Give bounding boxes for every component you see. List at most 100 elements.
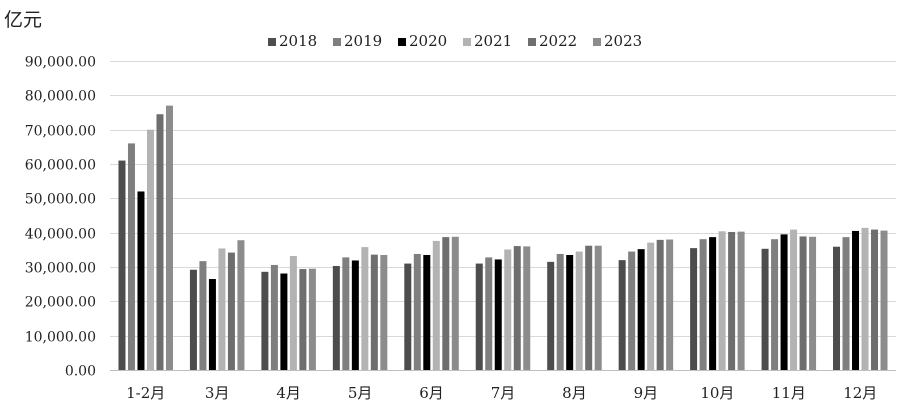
bar-2022-1 <box>227 252 235 370</box>
x-tick-label: 10月 <box>700 384 734 402</box>
bar-2018-5 <box>475 263 483 370</box>
bar-2019-6 <box>556 253 564 370</box>
bar-2023-5 <box>523 246 531 370</box>
y-tick-label: 90,000.00 <box>25 55 96 71</box>
bar-2018-1 <box>189 269 197 370</box>
bar-2018-3 <box>332 265 340 370</box>
bar-2022-7 <box>656 239 664 370</box>
bar-2023-7 <box>666 239 674 370</box>
bar-2022-6 <box>585 245 593 370</box>
legend-swatch-2018 <box>268 38 276 46</box>
bar-2019-1 <box>199 261 207 370</box>
x-tick-label: 11月 <box>772 384 806 402</box>
bar-2021-1 <box>218 248 226 370</box>
bar-2020-0 <box>137 191 145 370</box>
bar-2019-0 <box>127 143 135 370</box>
bar-2021-3 <box>361 247 369 370</box>
bar-2018-4 <box>404 263 412 370</box>
bar-2023-3 <box>380 254 388 370</box>
bar-2019-3 <box>342 257 350 370</box>
y-tick-label: 10,000.00 <box>25 330 96 346</box>
bar-2020-4 <box>423 254 431 370</box>
bar-2018-6 <box>547 261 555 370</box>
bar-2020-7 <box>637 249 645 370</box>
legend-label: 2023 <box>604 32 642 50</box>
bar-2020-10 <box>852 230 860 370</box>
bar-2019-5 <box>485 257 493 370</box>
bar-2021-9 <box>790 229 798 370</box>
x-tick-label: 8月 <box>562 384 587 402</box>
bar-2021-5 <box>504 249 512 370</box>
bar-2021-2 <box>289 256 297 370</box>
legend-swatch-2023 <box>593 38 601 46</box>
bar-2019-2 <box>270 264 278 370</box>
x-tick-label: 5月 <box>348 384 373 402</box>
legend-label: 2020 <box>409 32 447 50</box>
bar-2020-1 <box>208 279 216 370</box>
y-tick-label: 30,000.00 <box>25 261 96 277</box>
legend-label: 2022 <box>539 32 577 50</box>
bar-2019-7 <box>628 251 636 370</box>
bar-2020-2 <box>280 273 288 370</box>
bar-2019-9 <box>771 239 779 370</box>
y-axis-unit-label: 亿元 <box>4 9 42 31</box>
bar-2021-4 <box>432 240 440 370</box>
bar-2018-7 <box>618 260 626 370</box>
x-tick-label: 6月 <box>419 384 444 402</box>
bars <box>118 105 888 370</box>
bar-2023-4 <box>451 236 459 370</box>
legend-swatch-2021 <box>463 38 471 46</box>
y-tick-label: 80,000.00 <box>25 89 96 105</box>
bar-2021-10 <box>861 227 869 370</box>
bar-2020-9 <box>780 234 788 370</box>
legend: 2018 2019 2020 2021 2022 2023 <box>268 32 642 50</box>
bar-2018-8 <box>690 248 698 370</box>
bar-2023-6 <box>594 245 602 370</box>
legend-label: 2021 <box>474 32 512 50</box>
bar-2022-3 <box>370 254 378 370</box>
bar-2021-8 <box>718 231 726 370</box>
y-tick-label: 40,000.00 <box>25 227 96 243</box>
bar-2018-2 <box>261 271 269 370</box>
legend-swatch-2020 <box>398 38 406 46</box>
bar-2020-5 <box>494 259 502 370</box>
x-tick-label: 1-2月 <box>126 384 165 402</box>
x-tick-label: 4月 <box>276 384 301 402</box>
x-tick-label: 9月 <box>634 384 659 402</box>
bar-2020-6 <box>566 254 574 370</box>
y-tick-label: 60,000.00 <box>25 158 96 174</box>
bar-2020-3 <box>351 260 359 370</box>
bar-2021-7 <box>647 242 655 370</box>
bar-2023-10 <box>880 230 888 370</box>
bar-2023-9 <box>809 236 817 370</box>
bar-2023-2 <box>308 268 316 370</box>
legend-label: 2018 <box>279 32 317 50</box>
grid-lines <box>110 61 896 371</box>
bar-2019-10 <box>842 237 850 370</box>
x-tick-label: 7月 <box>491 384 516 402</box>
bar-2018-9 <box>761 248 769 370</box>
y-tick-label: 20,000.00 <box>25 295 96 311</box>
bar-2023-8 <box>737 231 745 370</box>
y-axis-ticks: 0.00 10,000.00 20,000.00 30,000.00 40,000.00… <box>25 55 96 380</box>
bar-2018-10 <box>833 246 841 370</box>
legend-swatch-2019 <box>333 38 341 46</box>
y-tick-label: 70,000.00 <box>25 124 96 140</box>
x-tick-label: 3月 <box>205 384 230 402</box>
x-axis-ticks: 1-2月 3月 4月 5月 6月 7月 8月 9月 10月 11月 12月 <box>126 384 877 402</box>
legend-swatch-2022 <box>528 38 536 46</box>
bar-2022-9 <box>799 236 807 370</box>
bar-2022-8 <box>728 231 736 370</box>
bar-2020-8 <box>709 237 717 370</box>
bar-2022-5 <box>513 246 521 370</box>
bar-2022-2 <box>299 269 307 370</box>
bar-2018-0 <box>118 160 126 370</box>
x-tick-label: 12月 <box>843 384 877 402</box>
bar-2023-1 <box>237 240 245 370</box>
y-tick-label: 50,000.00 <box>25 192 96 208</box>
bar-2021-0 <box>146 129 154 370</box>
bar-2022-4 <box>442 237 450 370</box>
bar-2019-4 <box>413 253 421 370</box>
